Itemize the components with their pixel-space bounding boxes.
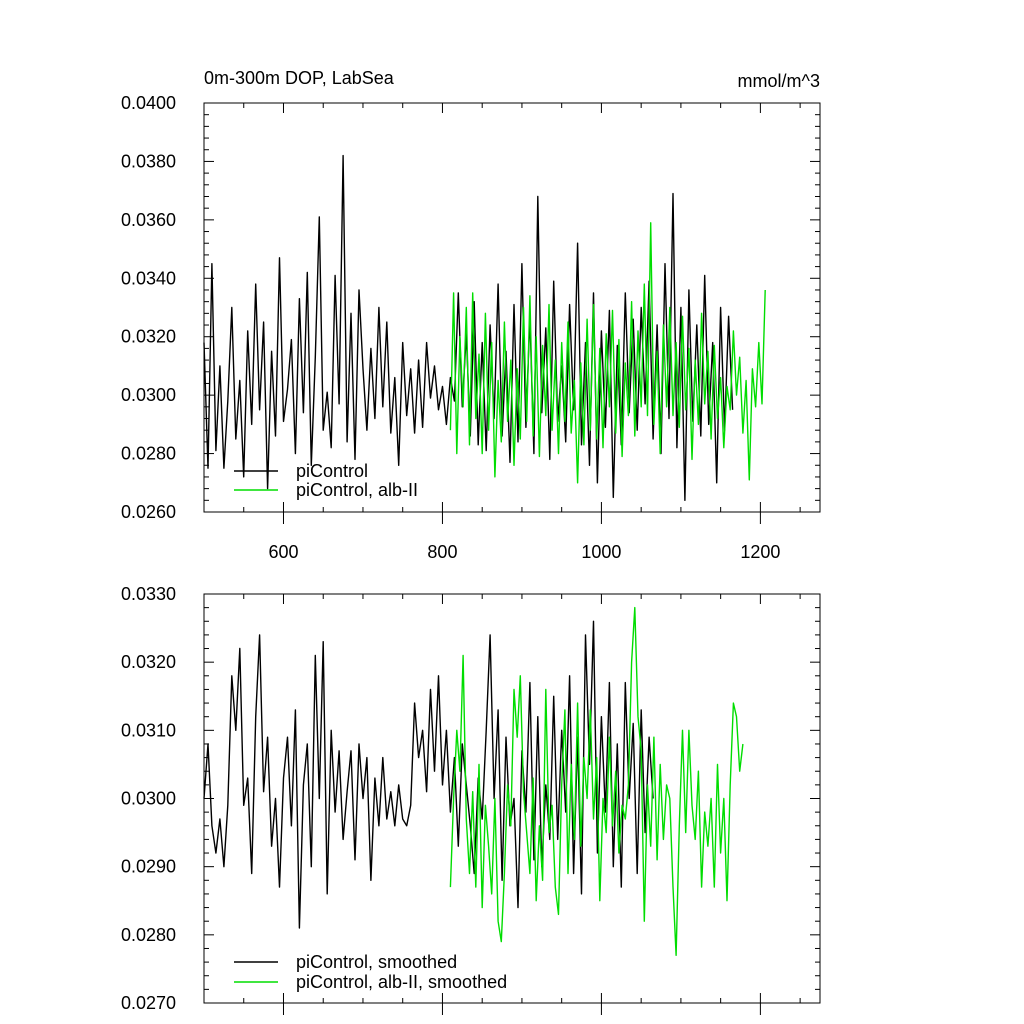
bottom-y-tick-label: 0.0290 bbox=[121, 857, 176, 877]
top-panel: 0m-300m DOP, LabSea mmol/m^3 0.0260 0.028… bbox=[121, 68, 821, 562]
bottom-y-tick-label: 0.0300 bbox=[121, 789, 176, 809]
top-y-tick-label: 0.0360 bbox=[121, 210, 176, 230]
bottom-y-tick-label: 0.0310 bbox=[121, 720, 176, 740]
top-series-line-experiment bbox=[449, 222, 766, 484]
bottom-y-axis: 0.0270 0.0280 0.0290 0.0300 0.0310 0.0320 0.03… bbox=[121, 584, 820, 1013]
top-y-tick-label: 0.0400 bbox=[121, 93, 176, 113]
bottom-x-axis bbox=[203, 594, 801, 1015]
bottom-y-tick-label: 0.0270 bbox=[121, 993, 176, 1013]
bottom-legend: piControl, smoothed piControl, alb-II, s… bbox=[234, 952, 507, 992]
top-y-axis: 0.0260 0.0280 0.0300 0.0320 0.0340 0.0360 0.03… bbox=[121, 93, 820, 522]
bottom-y-tick-label: 0.0280 bbox=[121, 925, 176, 945]
bottom-panel: 0.0270 0.0280 0.0290 0.0300 0.0310 0.0320 0.03… bbox=[121, 584, 821, 1015]
bottom-series-lines bbox=[203, 606, 744, 956]
top-legend: piControl piControl, alb-II bbox=[234, 461, 418, 500]
top-x-tick-label: 1000 bbox=[581, 542, 621, 562]
top-panel-units: mmol/m^3 bbox=[738, 71, 820, 91]
top-series-lines bbox=[203, 154, 766, 501]
bottom-series-line-experiment bbox=[449, 606, 744, 956]
bottom-legend-label-control: piControl, smoothed bbox=[296, 952, 457, 972]
bottom-legend-label-experiment: piControl, alb-II, smoothed bbox=[296, 972, 507, 992]
top-y-tick-label: 0.0300 bbox=[121, 385, 176, 405]
top-panel-title: 0m-300m DOP, LabSea bbox=[204, 68, 395, 88]
top-x-tick-label: 800 bbox=[427, 542, 457, 562]
top-x-tick-label: 1200 bbox=[740, 542, 780, 562]
top-series-line-control bbox=[203, 154, 734, 501]
top-y-tick-label: 0.0380 bbox=[121, 151, 176, 171]
top-legend-label-experiment: piControl, alb-II bbox=[296, 480, 418, 500]
top-x-tick-label: 600 bbox=[268, 542, 298, 562]
top-plot-frame bbox=[203, 102, 821, 513]
bottom-y-tick-label: 0.0320 bbox=[121, 652, 176, 672]
top-legend-label-control: piControl bbox=[296, 461, 368, 481]
top-y-tick-label: 0.0320 bbox=[121, 327, 176, 347]
top-y-tick-label: 0.0340 bbox=[121, 268, 176, 288]
top-x-axis: 600 800 1000 1200 bbox=[203, 103, 801, 562]
top-y-tick-label: 0.0260 bbox=[121, 502, 176, 522]
bottom-y-tick-label: 0.0330 bbox=[121, 584, 176, 604]
top-y-tick-label: 0.0280 bbox=[121, 444, 176, 464]
